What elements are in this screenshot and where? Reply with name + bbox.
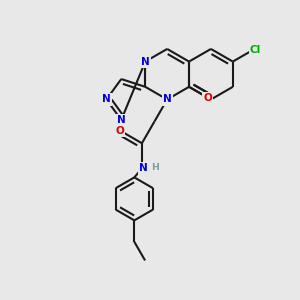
Text: Cl: Cl — [250, 45, 261, 55]
Text: N: N — [139, 164, 148, 173]
Text: O: O — [203, 93, 212, 103]
Text: O: O — [116, 126, 124, 136]
Text: N: N — [141, 57, 150, 67]
Text: N: N — [117, 115, 126, 125]
Text: H: H — [151, 163, 159, 172]
Text: N: N — [102, 94, 111, 104]
Text: N: N — [163, 94, 172, 104]
